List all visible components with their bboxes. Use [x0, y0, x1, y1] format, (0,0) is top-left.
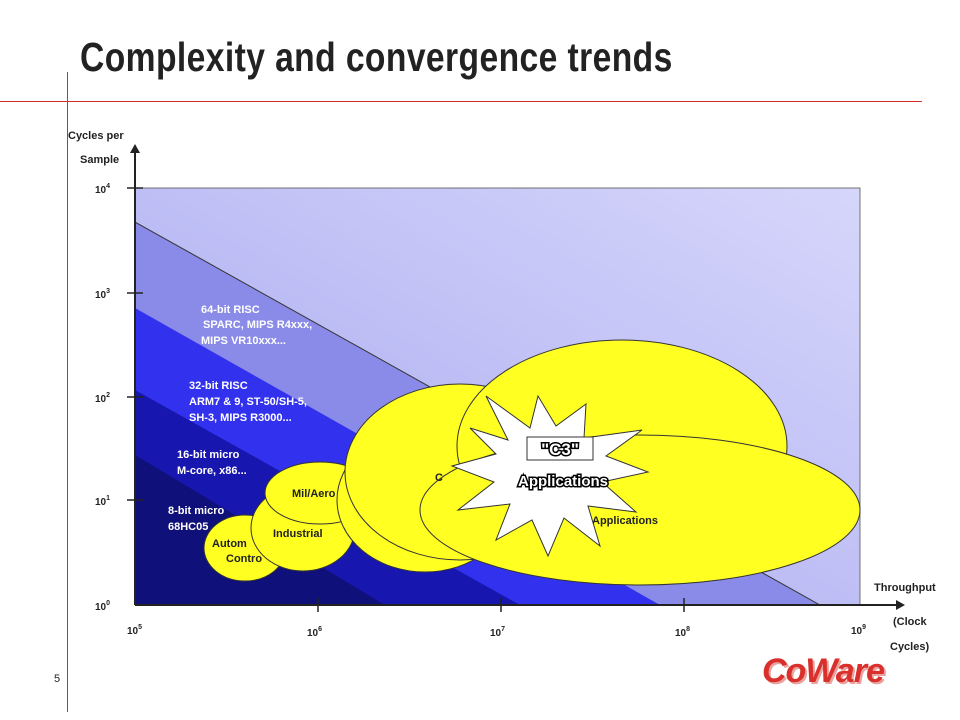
- y-axis-label-line2: Sample: [80, 154, 119, 166]
- band-label-32bit-line2: ARM7 & 9, ST-50/SH-5,: [189, 396, 307, 408]
- band-label-64bit-line1: 64-bit RISC: [201, 304, 260, 316]
- hidden-c-label: C: [435, 472, 443, 484]
- c3-label-box: [526, 436, 594, 461]
- band-label-32bit-line3: SH-3, MIPS R3000...: [189, 412, 292, 424]
- applications-partial-label: Applications: [592, 515, 658, 527]
- band-label-16bit-line1: 16-bit micro: [177, 449, 240, 461]
- automotive-label-line1: Autom: [212, 538, 247, 550]
- y-tick-label: 101: [95, 495, 110, 508]
- y-tick-label: 100: [95, 600, 110, 613]
- automotive-label-line2: Contro: [226, 553, 262, 565]
- x-tick-label: 109: [851, 624, 866, 637]
- c3-applications-label: Applications: [518, 473, 608, 490]
- band-label-64bit-line3: MIPS VR10xxx...: [201, 335, 286, 347]
- page-number: 5: [54, 673, 61, 685]
- c3-title-label: "C3": [541, 440, 579, 459]
- mil-aero-label: Mil/Aero: [292, 488, 336, 500]
- x-axis-arrow-icon: [896, 600, 905, 610]
- industrial-label: Industrial: [273, 528, 323, 540]
- red-vertical-rule: [67, 72, 68, 712]
- x-tick-marks: [317, 598, 685, 612]
- y-tick-label: 102: [95, 392, 110, 405]
- band-label-16bit-line2: M-core, x86...: [177, 465, 247, 477]
- y-tick-label: 103: [95, 288, 110, 301]
- y-axis-arrow-icon: [130, 144, 140, 153]
- y-tick-label: 104: [95, 183, 110, 196]
- x-axis-label-line3: Cycles): [890, 641, 929, 653]
- x-axis-label-line2: (Clock: [893, 616, 928, 628]
- band-label-8bit-line2: 68HC05: [168, 521, 208, 533]
- slide-title: Complexity and convergence trends: [80, 34, 673, 80]
- c3-starburst-icon: [450, 394, 650, 558]
- band-label-32bit-line1: 32-bit RISC: [189, 380, 248, 392]
- x-tick-label: 107: [490, 626, 505, 639]
- band-label-8bit-line1: 8-bit micro: [168, 505, 225, 517]
- red-horizontal-rule: [0, 101, 922, 102]
- x-tick-label: 106: [307, 626, 322, 639]
- y-tick-marks: [127, 187, 143, 501]
- band-label-64bit-line2: SPARC, MIPS R4xxx,: [203, 319, 312, 331]
- coware-logo: CoWare: [762, 652, 885, 690]
- x-axis-label-line1: Throughput: [874, 582, 936, 594]
- y-axis-label-line1: Cycles per: [68, 130, 124, 142]
- x-tick-label: 108: [675, 626, 690, 639]
- x-tick-label: 105: [127, 624, 142, 637]
